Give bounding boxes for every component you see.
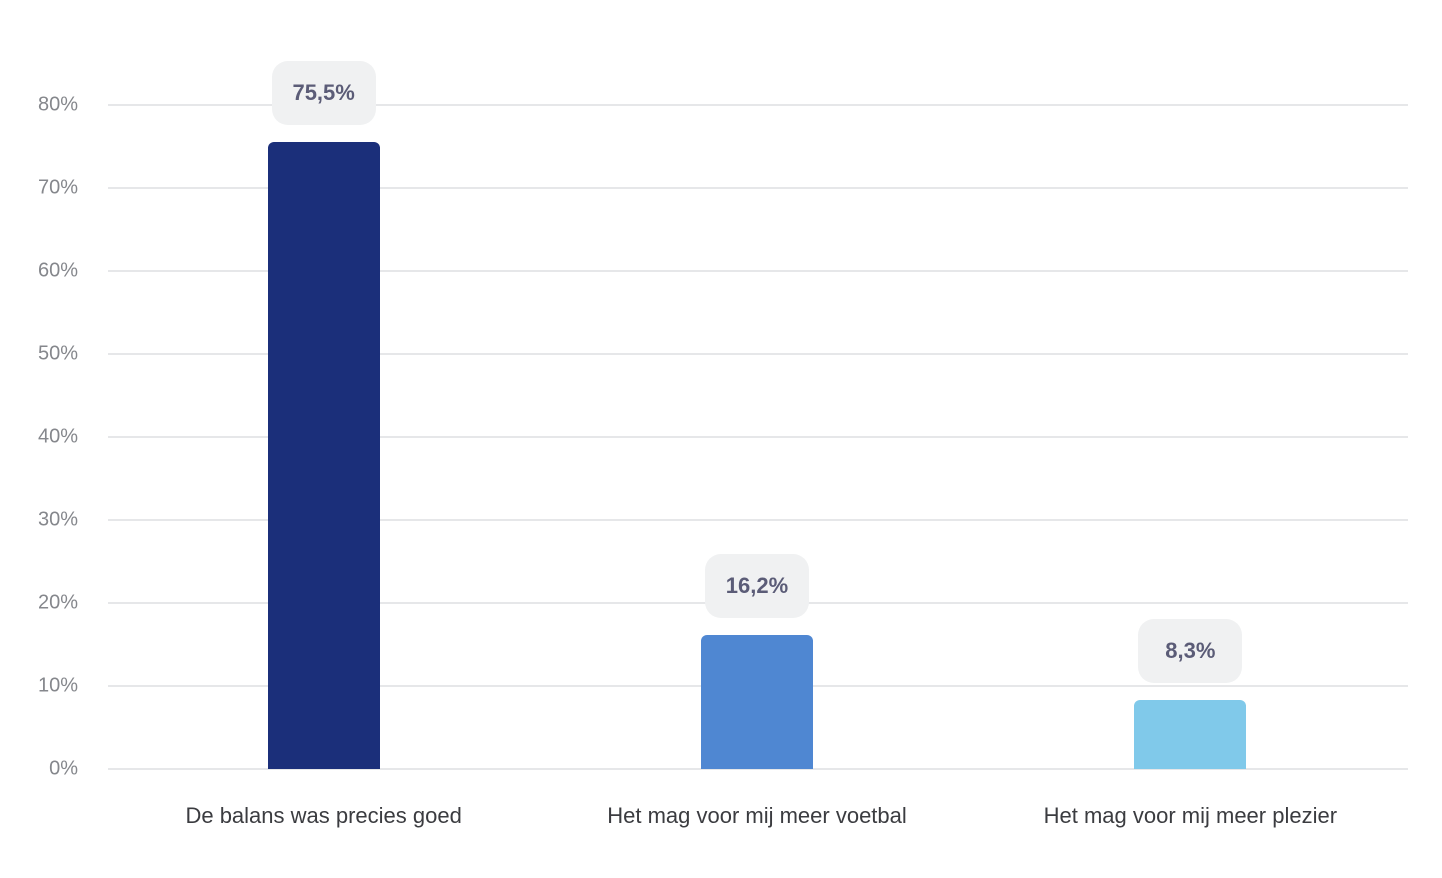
y-tick-label: 70% <box>37 176 78 199</box>
gridline <box>108 187 1408 189</box>
y-tick-label: 80% <box>37 93 78 116</box>
value-label: 75,5% <box>271 61 376 126</box>
y-tick-label: 0% <box>49 757 78 780</box>
bar[interactable] <box>1134 700 1247 769</box>
gridline <box>108 768 1408 770</box>
x-category-label: Het mag voor mij meer voetbal <box>607 803 907 828</box>
gridline <box>108 519 1408 521</box>
value-label: 16,2% <box>705 553 809 618</box>
y-tick-label: 60% <box>37 259 78 282</box>
gridline <box>108 436 1408 438</box>
bar[interactable] <box>267 142 380 769</box>
gridline <box>108 353 1408 355</box>
x-category-label: De balans was precies goed <box>185 803 462 828</box>
gridline <box>108 270 1408 272</box>
x-category-label: Het mag voor mij meer plezier <box>1043 803 1338 828</box>
y-tick-label: 10% <box>37 674 78 697</box>
y-tick-label: 50% <box>37 342 78 365</box>
bar[interactable] <box>701 634 813 769</box>
y-tick-label: 30% <box>37 508 78 531</box>
gridline <box>108 104 1408 106</box>
y-tick-label: 40% <box>37 425 78 448</box>
value-label: 8,3% <box>1138 619 1243 684</box>
y-tick-label: 20% <box>37 591 78 614</box>
